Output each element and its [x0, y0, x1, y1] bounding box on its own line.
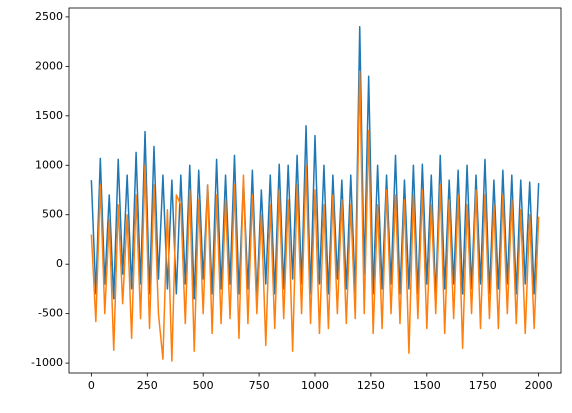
x-tick-label: 250 [137, 379, 158, 392]
x-tick-label: 1250 [357, 379, 385, 392]
y-tick-label: 2500 [35, 10, 63, 23]
x-tick-label: 1000 [301, 379, 329, 392]
y-tick-label: -500 [38, 307, 63, 320]
x-tick-label: 750 [249, 379, 270, 392]
y-tick-label: 2000 [35, 59, 63, 72]
y-tick-label: -1000 [31, 356, 63, 369]
y-tick-label: 1000 [35, 158, 63, 171]
x-tick-label: 2000 [525, 379, 553, 392]
x-tick-label: 500 [193, 379, 214, 392]
data-line [90, 70, 540, 362]
data-line [90, 26, 540, 300]
y-tick-label: 1500 [35, 109, 63, 122]
x-tick-label: 1750 [469, 379, 497, 392]
y-tick-label: 500 [42, 208, 63, 221]
x-tick-label: 1500 [413, 379, 441, 392]
x-tick-label: 0 [88, 379, 95, 392]
y-tick-label: 0 [56, 257, 63, 270]
